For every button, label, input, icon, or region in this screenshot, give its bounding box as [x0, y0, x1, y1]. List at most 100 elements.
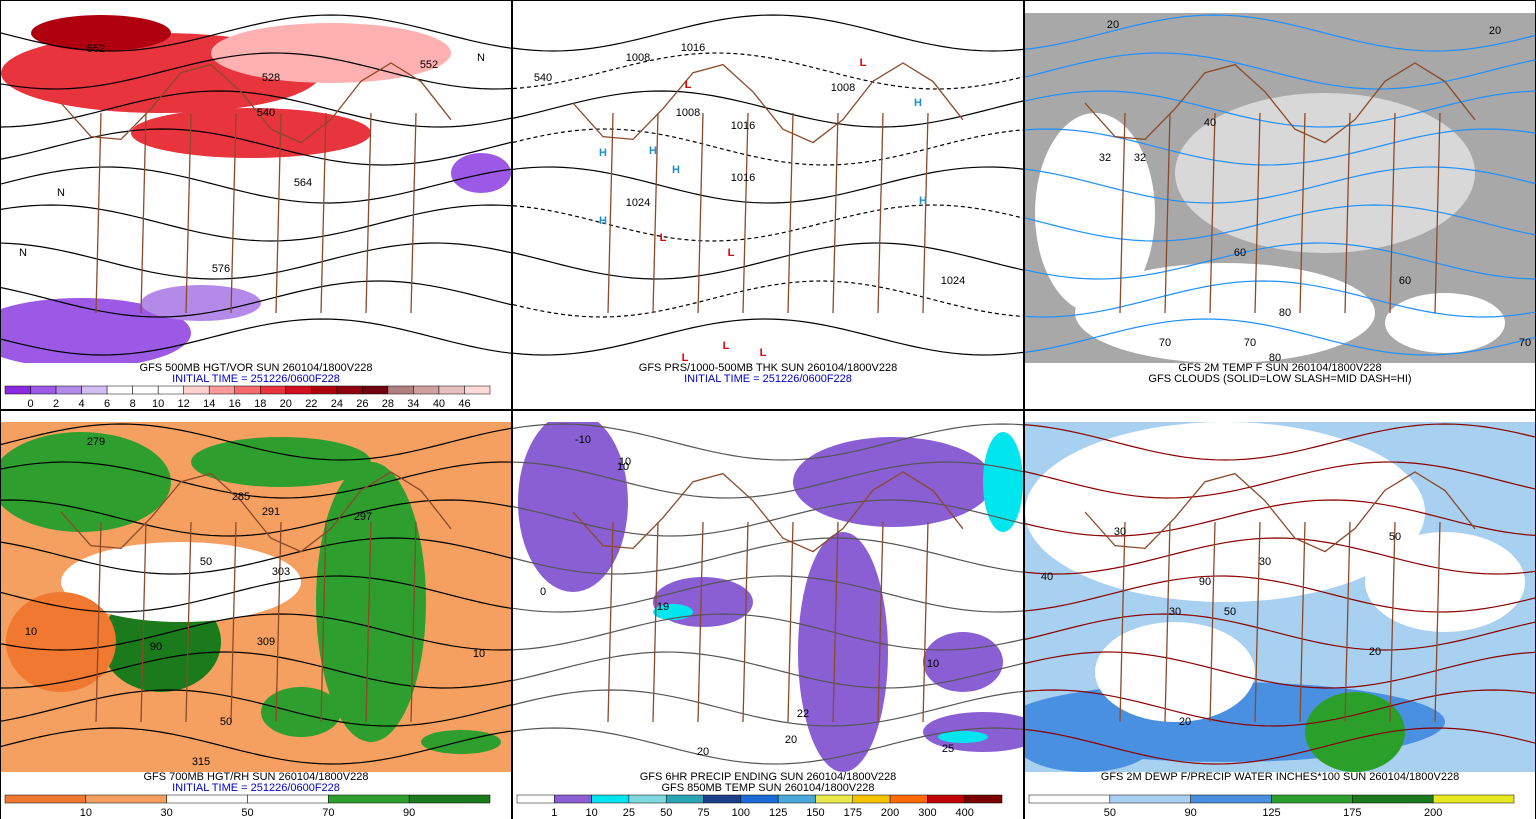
- colorbar-label: 10: [152, 398, 164, 410]
- map: -10 10 19 22 20 10 25 10 0 20: [513, 422, 1023, 772]
- colorbar-box: [815, 794, 854, 804]
- contour: [513, 423, 1023, 461]
- contour: [1025, 537, 1535, 575]
- contour: [1025, 90, 1535, 128]
- map-label: 315: [192, 756, 210, 768]
- contour: [1, 14, 511, 52]
- contour: [513, 727, 1023, 765]
- colorbar-box: [234, 385, 261, 395]
- colorbar-box: [4, 385, 31, 395]
- colorbar-box: [157, 385, 184, 395]
- shaded-area: [938, 731, 988, 743]
- colorbar-label: 50: [660, 807, 672, 819]
- map-label: L: [660, 232, 667, 244]
- colorbar-label: 10: [80, 807, 92, 819]
- colorbar-label: 40: [433, 398, 445, 410]
- colorbar-box: [665, 794, 704, 804]
- caption: GFS 700MB HGT/RH SUN 260104/1800V228: [143, 771, 368, 783]
- colorbar-box: [166, 794, 248, 804]
- contour: [1, 318, 511, 356]
- map-label: 552: [87, 43, 105, 55]
- shaded-area: [1, 298, 191, 363]
- caption: GFS 500MB HGT/VOR SUN 260104/1800V228: [140, 362, 373, 374]
- map-label: 30: [1114, 526, 1126, 538]
- map-label: L: [760, 347, 767, 359]
- shaded-area: [191, 437, 371, 487]
- map-label: 291: [262, 506, 280, 518]
- map-label: H: [599, 147, 607, 159]
- panel-frame: [512, 0, 1024, 410]
- map-label: 80: [1279, 307, 1291, 319]
- contour: [1025, 14, 1535, 52]
- colorbar-label: 100: [732, 807, 750, 819]
- map-label: H: [672, 164, 680, 176]
- colorbar-label: 175: [1343, 807, 1361, 819]
- colorbar-label: 16: [229, 398, 241, 410]
- contour: [1025, 461, 1535, 499]
- colorbar-box: [1028, 794, 1111, 804]
- shaded-area: [261, 687, 341, 737]
- panel-frame: [512, 410, 1024, 819]
- colorbar-box: [30, 385, 57, 395]
- contour: [1025, 651, 1535, 689]
- map-label: 540: [257, 107, 275, 119]
- panel-frame: [0, 0, 512, 410]
- map-label: 309: [257, 636, 275, 648]
- contour: [1025, 575, 1535, 613]
- panel: 279 285 291 297 303 309 315 50 90 10 50 10 GFS 700MB…: [0, 410, 512, 819]
- colorbar-label: 20: [280, 398, 292, 410]
- contour: [513, 689, 1023, 727]
- contour: [1, 128, 511, 166]
- map-label: 30: [1169, 606, 1181, 618]
- colorbar-box: [413, 385, 440, 395]
- colorbar-box: [464, 385, 491, 395]
- shaded-area: [1365, 532, 1525, 632]
- shaded-area: [1, 432, 171, 532]
- map-label: 90: [150, 641, 162, 653]
- map-label: H: [599, 215, 607, 227]
- map-label: 303: [272, 566, 290, 578]
- contour: [1, 52, 511, 90]
- shaded-area: [6, 592, 116, 692]
- border-lines: [572, 62, 964, 314]
- colorbar-box: [285, 385, 312, 395]
- shaded-area: [653, 604, 693, 620]
- map-label: 19: [657, 601, 669, 613]
- colorbar-box: [311, 385, 338, 395]
- map-label: L: [685, 79, 692, 91]
- border-lines: [60, 62, 452, 314]
- caption: INITIAL TIME = 251226/0600F228: [684, 373, 852, 385]
- map: 20 32 32 40 20 60 70 70 80 80 60 70: [1025, 13, 1535, 364]
- contour: [513, 651, 1023, 689]
- colorbar-label: 75: [697, 807, 709, 819]
- colorbar-label: 125: [769, 807, 787, 819]
- map-label: 22: [797, 708, 809, 720]
- map-label: 279: [87, 436, 105, 448]
- map-label: 50: [1389, 531, 1401, 543]
- map-label: 60: [1399, 275, 1411, 287]
- map-label: 10: [619, 456, 631, 468]
- map-label: 1024: [941, 275, 965, 287]
- map-label: 60: [1234, 247, 1246, 259]
- shaded-area: [211, 23, 451, 83]
- map-label: 80: [1269, 352, 1281, 364]
- colorbar-label: 125: [1262, 807, 1280, 819]
- contour: [1025, 727, 1535, 765]
- caption: GFS CLOUDS (SOLID=LOW SLASH=MID DASH=HI): [1148, 373, 1411, 385]
- colorbar-box: [55, 385, 82, 395]
- contour: [1025, 613, 1535, 651]
- colorbar-label: 22: [305, 398, 317, 410]
- colorbar-label: 1: [551, 807, 557, 819]
- colorbar-box: [81, 385, 108, 395]
- map-label: 528: [262, 72, 280, 84]
- contour: [513, 318, 1023, 356]
- colorbar-label: 25: [623, 807, 635, 819]
- map-label: 70: [1519, 337, 1531, 349]
- contour: [513, 52, 1023, 90]
- colorbar-label: 2: [53, 398, 59, 410]
- map-label: 70: [1159, 337, 1171, 349]
- colorbar-label: 46: [458, 398, 470, 410]
- caption: INITIAL TIME = 251226/0600F228: [172, 373, 340, 385]
- map-label: 297: [354, 511, 372, 523]
